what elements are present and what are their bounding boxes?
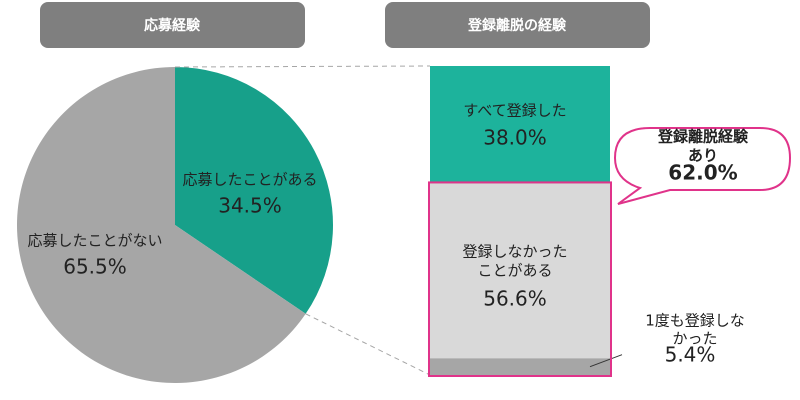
pie-title: 応募経験 [144,18,200,34]
segment-label: すべて登録した [463,101,567,120]
callout-box [428,181,612,377]
slice-value: 34.5% [218,193,282,218]
title-pill [385,2,650,48]
segment-value: 5.4% [664,342,716,367]
leader-line [589,354,623,368]
pie-slice [175,67,334,314]
connector [305,313,431,376]
callout-label: 登録離脱経験あり [657,127,748,164]
pie-slice [17,67,306,383]
connector [174,65,431,68]
segment-label: 登録しなかった ことがある [462,242,568,279]
segment-value: 38.0% [483,125,547,150]
bar-segment [430,66,610,184]
slice-label: 応募したことがない [27,231,163,250]
callout-bubble [613,127,792,205]
bar-segment [430,183,610,359]
slice-value: 65.5% [63,254,127,279]
slice-label: 応募したことがある [182,170,318,189]
callout-value: 62.0% [668,160,738,185]
bar-title: 登録離脱の経験 [468,18,566,34]
title-pill [40,2,305,48]
segment-label: 1度も登録しなかった [645,310,745,348]
bar-segment [430,358,610,375]
segment-value: 56.6% [483,286,547,311]
